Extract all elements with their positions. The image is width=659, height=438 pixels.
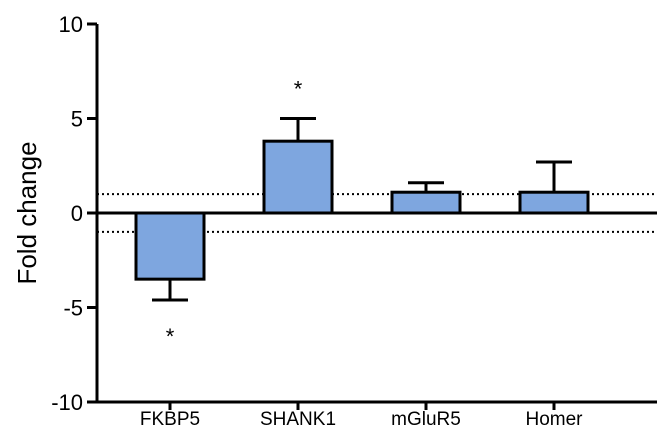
y-tick-label-4: -10 — [51, 390, 83, 415]
axes-group — [87, 22, 657, 410]
bar-FKBP5 — [134, 211, 206, 281]
y-tick-label-3: -5 — [63, 296, 83, 321]
x-tick-label-Homer: Homer — [525, 409, 583, 430]
error-bars-group — [152, 117, 572, 302]
significance-marker-FKBP5: * — [166, 324, 175, 349]
y-axis-title: Fold change — [12, 141, 42, 284]
x-tick-label-FKBP5: FKBP5 — [140, 409, 200, 430]
labels-group: * FKBP5 * SHANK1 mGluR5 Homer 10 5 0 -5 -10 — [51, 12, 583, 430]
y-tick-label-1: 5 — [71, 107, 83, 132]
x-tick-label-mGluR5: mGluR5 — [391, 409, 461, 430]
x-tick-label-SHANK1: SHANK1 — [260, 409, 336, 430]
y-tick-label-2: 0 — [71, 201, 83, 226]
bars-group — [134, 139, 590, 281]
significance-marker-SHANK1: * — [294, 77, 303, 102]
bar-SHANK1 — [262, 139, 334, 215]
bar-Homer — [518, 190, 590, 215]
y-tick-label-0: 10 — [59, 12, 83, 37]
bar-mGluR5 — [390, 190, 462, 215]
